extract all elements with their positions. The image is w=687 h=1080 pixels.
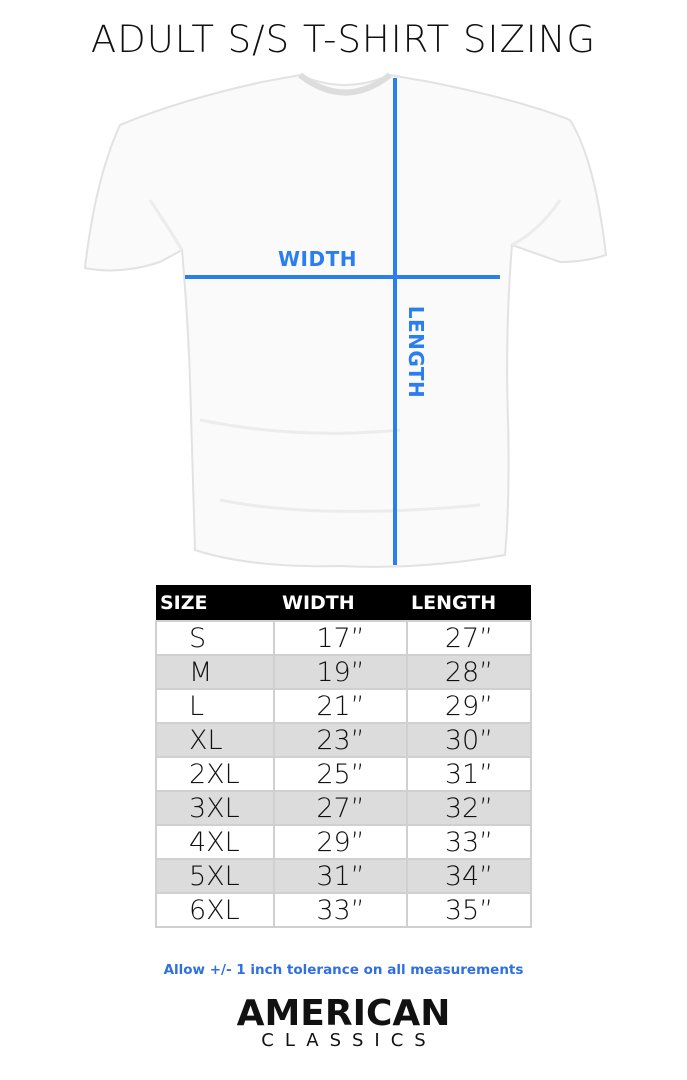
- table-row: M 19” 28”: [155, 654, 532, 690]
- length-cell: 31”: [406, 756, 532, 792]
- table-row: XL 23” 30”: [155, 722, 532, 758]
- length-cell: 33”: [406, 824, 532, 860]
- table-row: 4XL 29” 33”: [155, 824, 532, 860]
- size-cell: 3XL: [155, 790, 275, 826]
- table-row: 3XL 27” 32”: [155, 790, 532, 826]
- page-title: ADULT S/S T-SHIRT SIZING: [90, 18, 597, 61]
- width-cell: 21”: [273, 688, 408, 724]
- collar: [298, 72, 392, 96]
- width-label: WIDTH: [278, 247, 357, 271]
- size-cell: M: [155, 654, 275, 690]
- length-cell: 32”: [406, 790, 532, 826]
- width-cell: 29”: [273, 824, 408, 860]
- table-row: S 17” 27”: [155, 620, 532, 656]
- logo-classics: CLASSICS: [261, 1030, 437, 1051]
- width-cell: 19”: [273, 654, 408, 690]
- length-label: LENGTH: [404, 305, 428, 399]
- header-length: LENGTH: [407, 585, 531, 621]
- length-cell: 34”: [406, 858, 532, 894]
- size-cell: 4XL: [155, 824, 275, 860]
- width-cell: 31”: [273, 858, 408, 894]
- width-cell: 25”: [273, 756, 408, 792]
- tshirt-diagram: [83, 72, 608, 568]
- table-header: SIZE WIDTH LENGTH: [156, 585, 531, 621]
- length-cell: 27”: [406, 620, 532, 656]
- width-cell: 27”: [273, 790, 408, 826]
- size-cell: XL: [155, 722, 275, 758]
- table-row: 2XL 25” 31”: [155, 756, 532, 792]
- header-width: WIDTH: [274, 585, 407, 621]
- length-cell: 35”: [406, 892, 532, 928]
- header-size: SIZE: [156, 585, 274, 621]
- length-cell: 29”: [406, 688, 532, 724]
- length-cell: 28”: [406, 654, 532, 690]
- width-cell: 17”: [273, 620, 408, 656]
- width-cell: 23”: [273, 722, 408, 758]
- size-cell: 6XL: [155, 892, 275, 928]
- width-cell: 33”: [273, 892, 408, 928]
- logo-american: AMERICAN: [236, 993, 451, 1034]
- size-cell: S: [155, 620, 275, 656]
- table-row: 6XL 33” 35”: [155, 892, 532, 928]
- tolerance-note: Allow +/- 1 inch tolerance on all measur…: [163, 962, 524, 978]
- size-cell: 2XL: [155, 756, 275, 792]
- size-cell: 5XL: [155, 858, 275, 894]
- table-row: 5XL 31” 34”: [155, 858, 532, 894]
- table-row: L 21” 29”: [155, 688, 532, 724]
- size-cell: L: [155, 688, 275, 724]
- size-table: SIZE WIDTH LENGTH S 17” 27” M 19” 28” L 21” 29” X…: [155, 585, 532, 928]
- length-cell: 30”: [406, 722, 532, 758]
- tshirt-shape: [83, 73, 608, 568]
